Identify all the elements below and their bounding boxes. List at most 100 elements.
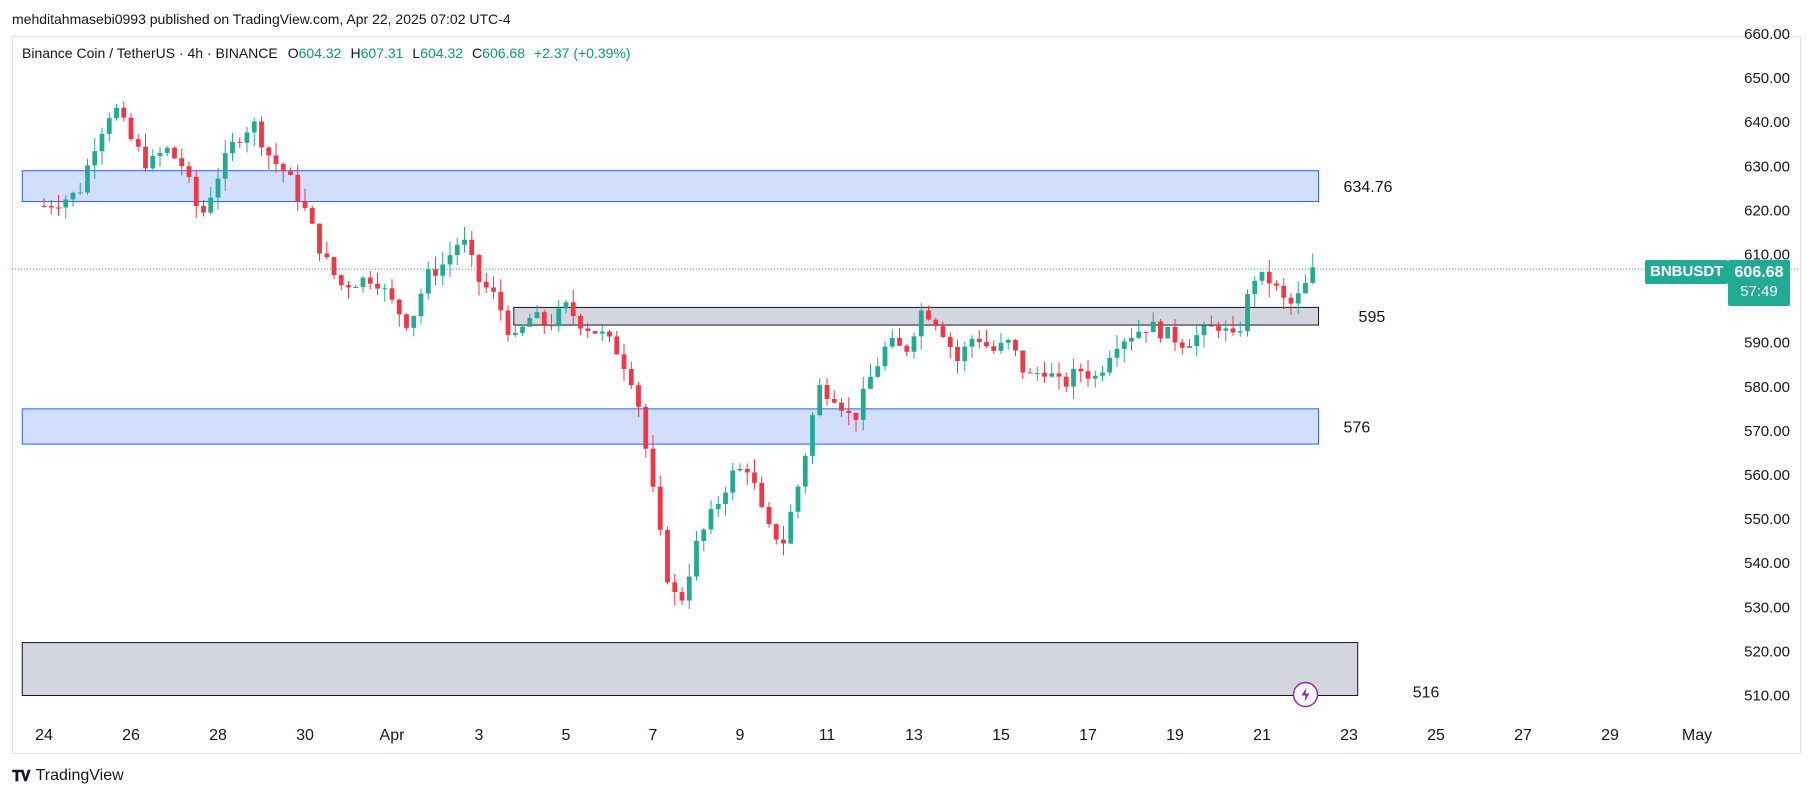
candle-body: [324, 253, 330, 258]
candle-body: [1245, 294, 1250, 332]
candle-body: [1005, 339, 1011, 343]
high-label: H: [350, 45, 361, 61]
candle-body: [984, 342, 989, 347]
candle-body: [201, 206, 206, 213]
candle-body: [193, 176, 199, 207]
candle-body: [476, 255, 482, 282]
tradingview-logo-icon: 𝐓𝐕: [12, 767, 31, 785]
chart-frame[interactable]: [12, 36, 1801, 754]
x-tick-label: 15: [992, 727, 1010, 744]
candle-body: [48, 206, 54, 208]
last-price: 606.68: [1734, 264, 1784, 281]
candle-body: [150, 155, 156, 169]
candle-body: [1230, 328, 1236, 333]
candle-body: [418, 293, 424, 316]
candle-body: [817, 385, 823, 416]
candle-body: [295, 174, 301, 202]
candle-body: [1266, 271, 1272, 284]
x-tick-label: 30: [296, 727, 314, 744]
candle-body: [839, 402, 844, 411]
zone-label-demand-516: 516: [1413, 685, 1440, 702]
candle-body: [302, 201, 308, 208]
x-tick-label: 3: [475, 727, 484, 744]
candle-body: [897, 337, 902, 346]
publish-line: mehditahmasebi0993 published on TradingV…: [12, 11, 511, 27]
candle-body: [77, 192, 83, 194]
candle-body: [215, 178, 221, 198]
candle-body: [1281, 285, 1287, 298]
candle-body: [1208, 325, 1214, 327]
candle-body: [259, 121, 264, 148]
candle-body: [686, 576, 692, 601]
candle-body: [723, 492, 728, 504]
candle-body: [998, 342, 1004, 351]
candle-body: [701, 529, 707, 542]
candle-body: [549, 324, 554, 327]
candle-body: [665, 529, 670, 583]
zone-resistance-634: [21, 170, 1320, 203]
candle-body: [1288, 297, 1294, 304]
candle-body: [527, 318, 533, 327]
candle-body: [752, 472, 757, 483]
lightning-icon: [1301, 687, 1310, 702]
x-tick-label: 9: [736, 727, 745, 744]
candle-body: [1085, 371, 1091, 379]
candle-body: [1158, 321, 1163, 339]
candle-body: [157, 152, 163, 156]
symbol-title[interactable]: Binance Coin / TetherUS · 4h · BINANCE: [22, 45, 278, 61]
candle-body: [411, 315, 417, 328]
candle-body: [483, 281, 489, 288]
candle-body: [433, 269, 438, 276]
x-tick-label: Apr: [380, 727, 406, 744]
candle-body: [1100, 372, 1105, 376]
low-label: L: [412, 45, 421, 61]
y-tick-label: 660.00: [1744, 26, 1790, 43]
candle-body: [969, 338, 975, 347]
candle-body: [121, 107, 127, 118]
candle-body: [766, 506, 772, 525]
candle-body: [237, 141, 243, 143]
candle-body: [338, 275, 344, 286]
brand-footer[interactable]: 𝐓𝐕 TradingView: [12, 767, 124, 785]
x-tick-label: May: [1682, 727, 1712, 744]
change-value: +2.37 (+0.39%): [534, 45, 631, 61]
candle-body: [1114, 348, 1120, 358]
candle-body: [1034, 372, 1040, 374]
y-tick-label: 630.00: [1744, 158, 1790, 175]
open-label: O: [287, 45, 299, 61]
candle-body: [1020, 350, 1026, 373]
candle-body: [1201, 325, 1207, 336]
candle-body: [143, 146, 148, 169]
candle-body: [976, 338, 982, 343]
candle-body: [491, 287, 496, 292]
candle-body: [222, 153, 228, 179]
candle-body: [810, 415, 815, 456]
candle-body: [1259, 271, 1265, 281]
candle-body: [106, 118, 112, 134]
candle-body: [991, 346, 997, 351]
price-tag: 606.68 57:49: [1728, 260, 1790, 306]
y-tick-label: 530.00: [1744, 599, 1790, 616]
candle-body: [1107, 357, 1113, 373]
zone-label-level-595: 595: [1359, 309, 1386, 326]
candle-body: [244, 132, 250, 143]
ticker-tag: BNBUSDT: [1645, 260, 1729, 284]
candle-body: [367, 277, 373, 284]
candle-body: [1274, 283, 1279, 286]
candle-body: [708, 509, 714, 530]
y-tick-label: 540.00: [1744, 555, 1790, 572]
candle-body: [353, 286, 359, 288]
zone-support-576: [21, 408, 1320, 445]
candle-body: [273, 155, 279, 165]
y-tick-label: 520.00: [1744, 643, 1790, 660]
candle-body: [853, 412, 859, 420]
candle-body: [186, 166, 192, 177]
y-tick-label: 560.00: [1744, 467, 1790, 484]
candle-body: [955, 346, 960, 361]
y-tick-label: 510.00: [1744, 688, 1790, 705]
x-tick-label: 19: [1166, 727, 1184, 744]
candle-body: [730, 470, 736, 493]
candle-body: [1092, 375, 1098, 379]
candle-body: [621, 354, 627, 370]
